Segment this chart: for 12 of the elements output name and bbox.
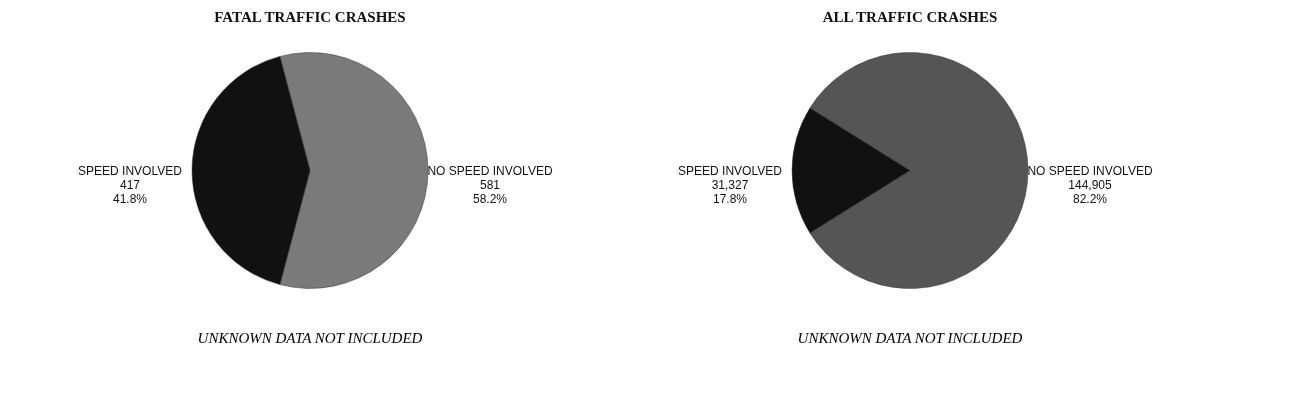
data-label: 31,327 17.8%: [711, 177, 749, 206]
text: UNKNOWN DATA NOT INCLUDED: [197, 330, 423, 346]
text: UNKNOWN DATA NOT INCLUDED: [797, 330, 1023, 346]
slice-label: SPEED INVOLVED: [678, 163, 783, 178]
chart-title: ALL TRAFFIC CRASHES: [822, 9, 998, 25]
slice-label: NO SPEED INVOLVED: [427, 163, 553, 178]
slice-label: NO SPEED INVOLVED: [1027, 163, 1153, 178]
chart-title: FATAL TRAFFIC CRASHES: [214, 9, 406, 25]
slice-label: SPEED INVOLVED: [78, 163, 183, 178]
data-label: 417 41.8%: [112, 177, 148, 206]
data-label: 581 58.2%: [472, 177, 508, 206]
data-label: 144,905 82.2%: [1068, 177, 1113, 206]
